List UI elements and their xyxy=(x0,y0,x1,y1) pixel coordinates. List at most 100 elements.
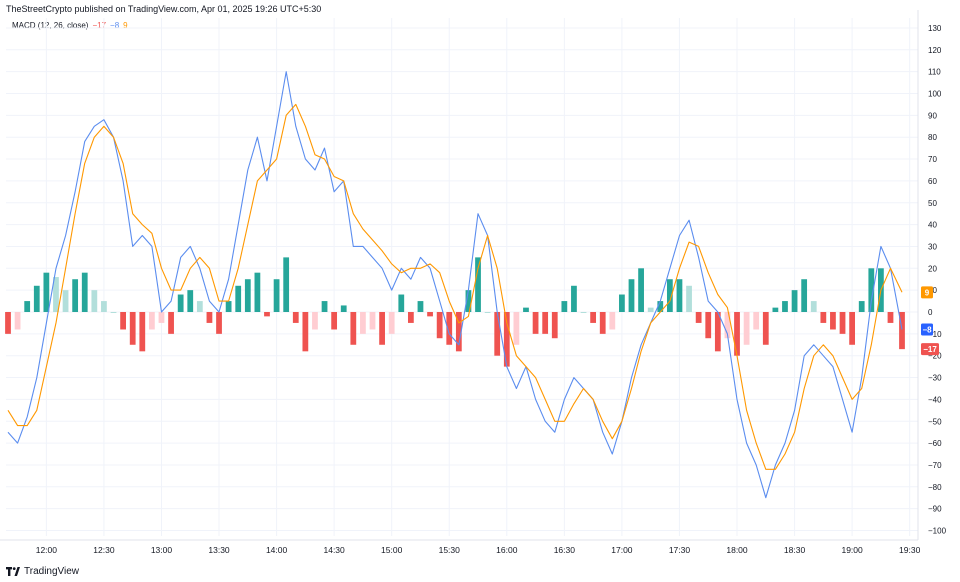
histogram-bar xyxy=(407,312,414,323)
histogram-bar xyxy=(187,290,194,312)
tradingview-footer[interactable]: TradingView xyxy=(6,566,79,577)
price-axis[interactable]: 1301201101009080706050403020100−10−20−30… xyxy=(928,24,947,536)
histogram-bar xyxy=(638,268,644,312)
histogram-bar xyxy=(465,290,472,312)
histogram-bar xyxy=(216,312,222,334)
histogram-bar xyxy=(849,312,856,345)
indicator-lines xyxy=(7,71,903,499)
histogram-bar xyxy=(590,312,597,323)
histogram-bar xyxy=(782,301,788,312)
histogram-bar xyxy=(810,301,817,312)
histogram-bar xyxy=(101,301,107,312)
histogram-bar xyxy=(417,301,424,312)
macd-last-value-badge-text: −8 xyxy=(922,325,932,334)
x-tick-label: 15:00 xyxy=(381,545,403,555)
y-tick-label: −60 xyxy=(928,439,942,448)
y-tick-label: 40 xyxy=(928,221,937,230)
histogram-bar xyxy=(427,312,433,317)
y-tick-label: −30 xyxy=(928,374,942,383)
x-tick-label: 19:00 xyxy=(841,545,863,555)
y-tick-label: 70 xyxy=(928,155,937,164)
histogram-bar xyxy=(820,312,827,323)
histogram-bar xyxy=(801,279,808,312)
signal-last-value-badge-text: 9 xyxy=(925,288,930,297)
histogram-bar xyxy=(858,301,865,312)
indicator-legend[interactable]: MACD (12, 26, close) −17 −8 9 xyxy=(12,21,128,30)
histogram-bar xyxy=(43,272,50,312)
histogram-bar xyxy=(455,312,462,352)
histogram-bar xyxy=(5,312,11,334)
histogram-bar xyxy=(254,272,261,312)
x-tick-label: 16:00 xyxy=(496,545,518,555)
histogram-bar xyxy=(705,312,712,339)
y-tick-label: −90 xyxy=(928,505,942,514)
histogram-last-value-badge xyxy=(921,343,939,356)
histogram-bar xyxy=(340,305,347,312)
histogram-bar xyxy=(120,312,126,330)
histogram-bar xyxy=(110,312,117,313)
histogram-bar xyxy=(72,279,79,312)
signal-last-value-badge xyxy=(921,286,933,299)
x-tick-label: 13:30 xyxy=(208,545,230,555)
histogram-bar xyxy=(484,312,491,313)
signal-line xyxy=(7,103,903,470)
histogram-bar xyxy=(312,312,318,330)
histogram-bar xyxy=(475,257,481,312)
tradingview-logo-icon xyxy=(6,566,20,577)
histogram-bar xyxy=(350,312,357,345)
histogram-last-value-badge-text: −17 xyxy=(923,345,937,354)
histogram-bar xyxy=(724,312,731,339)
x-tick-label: 18:00 xyxy=(726,545,748,555)
histogram-bar xyxy=(542,312,549,334)
indicator-name: MACD (12, 26, close) xyxy=(12,21,89,30)
histogram-bar xyxy=(33,285,40,312)
histogram-bar xyxy=(580,312,587,313)
histogram-bar xyxy=(302,312,309,352)
histogram-bar xyxy=(62,290,69,312)
histogram-bar xyxy=(244,279,251,312)
histogram-bar xyxy=(494,312,501,356)
histogram-bar xyxy=(599,312,606,334)
histogram-bar xyxy=(292,312,299,323)
y-tick-label: 50 xyxy=(928,199,937,208)
histogram-bar xyxy=(168,312,174,334)
histogram-bar xyxy=(647,307,654,312)
histogram-bar xyxy=(743,312,750,345)
y-tick-label: 20 xyxy=(928,264,937,273)
x-tick-label: 19:30 xyxy=(899,545,921,555)
histogram-bar xyxy=(868,268,875,312)
histogram-bar xyxy=(369,312,376,330)
histogram-bar xyxy=(331,312,338,330)
histogram-bar xyxy=(523,307,529,312)
histogram-bar xyxy=(149,312,155,330)
histogram-bar xyxy=(830,312,836,330)
histogram-bar xyxy=(283,257,290,312)
histogram-bar xyxy=(571,285,577,312)
y-tick-label: −70 xyxy=(928,461,942,470)
histogram-bar xyxy=(887,312,894,323)
x-tick-label: 17:30 xyxy=(669,545,691,555)
histogram-bar xyxy=(666,279,673,312)
macd-value: −8 xyxy=(110,21,120,30)
histogram-bar xyxy=(139,312,146,352)
histogram-bar xyxy=(686,285,692,312)
y-tick-label: −10 xyxy=(928,330,942,339)
histogram-bar xyxy=(619,294,625,312)
histogram-bar xyxy=(628,279,635,312)
time-axis[interactable]: 12:00 12:30 13:00 13:30 14:00 14:30 15:00 15:30… xyxy=(36,545,921,555)
histogram-bar xyxy=(177,294,184,312)
histogram-value: −17 xyxy=(92,21,107,30)
histogram-bar xyxy=(609,312,616,330)
y-tick-label: −80 xyxy=(928,483,942,492)
histogram-bar xyxy=(561,301,568,312)
y-tick-label: 100 xyxy=(928,90,942,99)
histogram-bar xyxy=(206,312,213,323)
histogram-bar xyxy=(714,312,721,352)
histogram-bars xyxy=(5,257,905,367)
histogram-bar xyxy=(436,312,443,339)
x-tick-label: 17:00 xyxy=(611,545,633,555)
histogram-bar xyxy=(235,285,242,312)
histogram-bar xyxy=(14,312,21,330)
last-value-badges: 9 −8 −17 xyxy=(921,286,939,356)
